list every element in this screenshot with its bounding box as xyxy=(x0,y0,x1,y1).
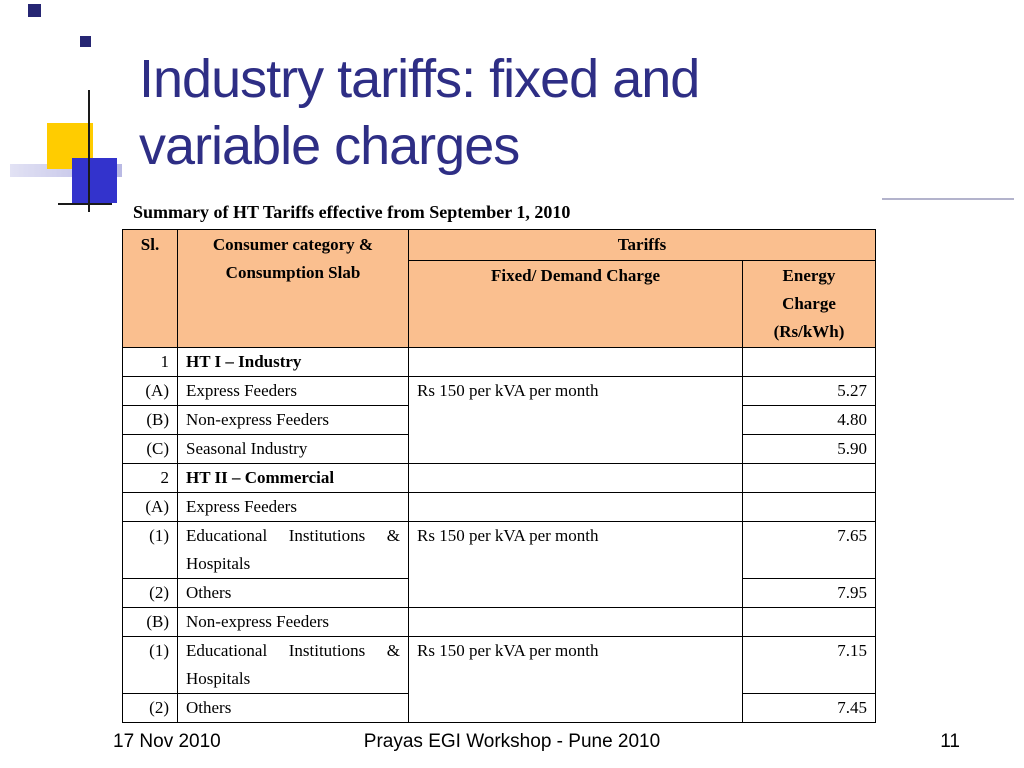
table-row: 2 HT II – Commercial xyxy=(122,463,876,493)
category-cell: Express Feeders xyxy=(177,492,409,522)
footer-page-number: 11 xyxy=(940,731,960,752)
vertical-line-decoration xyxy=(88,90,90,212)
category-cell: Educational Institutions & Hospitals xyxy=(177,636,409,694)
header-energy-charge: Energy Charge (Rs/kWh) xyxy=(742,260,876,348)
fixed-charge-cell xyxy=(408,463,743,493)
sl-cell: 1 xyxy=(122,347,178,377)
fixed-charge-cell xyxy=(408,347,743,377)
energy-charge-cell xyxy=(742,347,876,377)
horizontal-line-decoration xyxy=(58,203,112,205)
table-row: (1) Educational Institutions & Hospitals… xyxy=(122,636,876,723)
table-row: (C) Seasonal Industry 5.90 xyxy=(122,434,876,464)
energy-charge-cell: 7.15 xyxy=(742,636,876,694)
table-header-row: Fixed/ Demand Charge Energy Charge (Rs/k… xyxy=(123,260,876,348)
sl-cell: (A) xyxy=(122,492,178,522)
navy-square-top-decoration xyxy=(28,4,41,17)
table-row: (1) Educational Institutions & Hospitals… xyxy=(122,521,876,608)
category-cell: Non-express Feeders xyxy=(177,607,409,637)
table-caption: Summary of HT Tariffs effective from Sep… xyxy=(133,202,571,222)
fixed-charge-cell: Rs 150 per kVA per month xyxy=(408,521,743,608)
header-fixed-demand-charge: Fixed/ Demand Charge xyxy=(408,260,743,348)
sl-cell: (1) xyxy=(122,521,178,579)
slide-title: Industry tariffs: fixed and variable cha… xyxy=(139,49,700,176)
energy-charge-cell: 5.90 xyxy=(742,434,876,464)
category-cell: Seasonal Industry xyxy=(177,434,409,464)
sl-cell: (A) xyxy=(122,376,178,406)
blue-square-decoration xyxy=(72,158,117,203)
table-row: (A) Express Feeders Rs 150 per kVA per m… xyxy=(122,376,876,464)
footer-event-title: Prayas EGI Workshop - Pune 2010 xyxy=(363,731,661,752)
table-row: (2) Others 7.95 xyxy=(122,578,876,608)
category-cell: HT II – Commercial xyxy=(177,463,409,493)
energy-charge-cell xyxy=(742,492,876,522)
header-consumer-category: Consumer category & Consumption Slab xyxy=(177,229,409,348)
header-energy-charge-text: Energy Charge (Rs/kWh) xyxy=(773,266,845,341)
fixed-charge-cell: Rs 150 per kVA per month xyxy=(408,636,743,723)
sl-cell: (1) xyxy=(122,636,178,694)
sl-cell: (B) xyxy=(122,607,178,637)
sl-cell: (C) xyxy=(122,434,178,464)
right-accent-line xyxy=(882,198,1014,200)
footer-date: 17 Nov 2010 xyxy=(113,731,221,752)
energy-charge-cell: 7.65 xyxy=(742,521,876,579)
energy-charge-cell xyxy=(742,607,876,637)
category-cell: Others xyxy=(177,693,409,723)
table-row: (2) Others 7.45 xyxy=(122,693,876,723)
energy-charge-cell xyxy=(742,463,876,493)
sl-cell: (2) xyxy=(122,693,178,723)
energy-charge-cell: 7.95 xyxy=(742,578,876,608)
table-row: (A) Express Feeders xyxy=(122,492,876,522)
sl-cell: 2 xyxy=(122,463,178,493)
sl-cell: (2) xyxy=(122,578,178,608)
table-header-row: Sl. Consumer category & Consumption Slab… xyxy=(122,229,876,348)
header-tariffs: Tariffs xyxy=(408,229,876,261)
fixed-charge-cell: Rs 150 per kVA per month xyxy=(408,376,743,464)
category-cell: Educational Institutions & Hospitals xyxy=(177,521,409,579)
category-cell: HT I – Industry xyxy=(177,347,409,377)
energy-charge-cell: 7.45 xyxy=(742,693,876,723)
energy-charge-cell: 5.27 xyxy=(742,376,876,406)
sl-cell: (B) xyxy=(122,405,178,435)
header-sl: Sl. xyxy=(122,229,178,348)
category-cell: Non-express Feeders xyxy=(177,405,409,435)
energy-charge-cell: 4.80 xyxy=(742,405,876,435)
category-cell: Others xyxy=(177,578,409,608)
navy-square-mid-decoration xyxy=(80,36,91,47)
fixed-charge-cell xyxy=(408,492,743,522)
table-row: 1 HT I – Industry xyxy=(122,347,876,377)
tariff-table: Sl. Consumer category & Consumption Slab… xyxy=(122,229,876,723)
category-cell: Express Feeders xyxy=(177,376,409,406)
table-row: (B) Non-express Feeders xyxy=(122,607,876,637)
fixed-charge-cell xyxy=(408,607,743,637)
